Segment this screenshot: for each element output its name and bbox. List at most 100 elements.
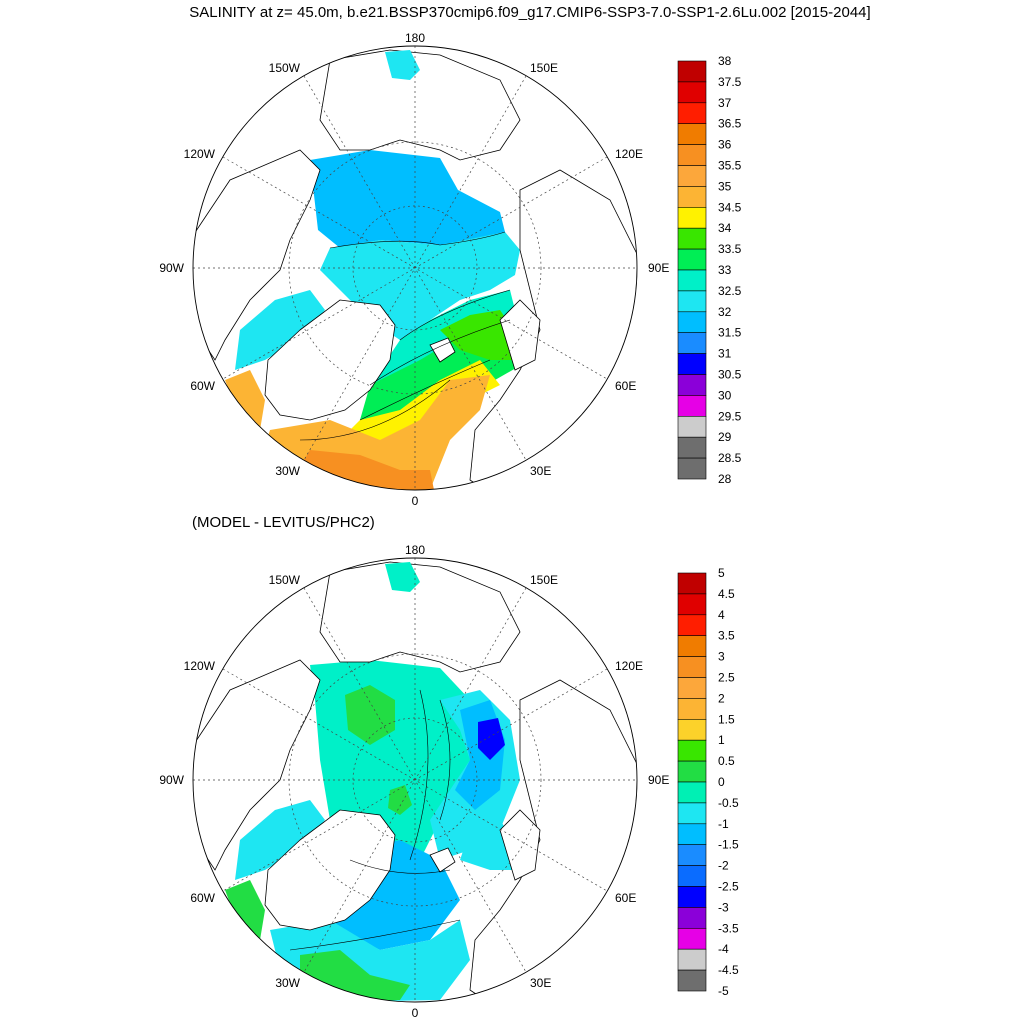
- colorbar-bottom-label-15: -2.5: [718, 880, 739, 894]
- bot-field-baffin: [235, 800, 325, 880]
- bot-lbl-60w: 60W: [190, 891, 215, 905]
- colorbar-top-swatch-3: [677, 123, 707, 145]
- colorbar-top-swatch-16: [677, 395, 707, 417]
- colorbar-bottom-swatch-12: [677, 823, 707, 845]
- bot-lbl-90e: 90E: [648, 773, 669, 787]
- colorbar-bottom-label-0: 5: [718, 566, 725, 580]
- colorbar-top-label-7: 34.5: [718, 200, 742, 214]
- colorbar-top-swatch-1: [677, 81, 707, 104]
- top-field-kara-33: [440, 310, 520, 360]
- colorbar-top-swatch-6: [677, 186, 707, 208]
- top-greenland: [264, 299, 396, 421]
- colorbar-bottom-swatch-4: [677, 656, 707, 678]
- bot-contour-4: [289, 919, 461, 951]
- colorbar-top-label-17: 29.5: [718, 409, 742, 423]
- colorbar-top-label-19: 28.5: [718, 451, 742, 465]
- bottom-panel-title: (MODEL - LEVITUS/PHC2): [192, 514, 375, 531]
- top-field-labrador: [225, 370, 265, 430]
- colorbar-top-label-10: 33: [718, 263, 732, 277]
- colorbar-bottom-label-6: 2: [718, 691, 725, 705]
- colorbar-top-label-16: 30: [718, 388, 732, 402]
- colorbar-bottom-swatch-15: [677, 886, 707, 908]
- bot-contour-3: [349, 859, 451, 874]
- colorbar-top-label-4: 36: [718, 138, 732, 152]
- colorbar-top-label-11: 32.5: [718, 284, 742, 298]
- colorbar-top-label-2: 37: [718, 96, 732, 110]
- top-lbl-120w: 120W: [184, 147, 216, 161]
- top-contour-2: [399, 289, 511, 341]
- colorbar-bottom-label-17: -3.5: [718, 921, 739, 935]
- bot-siberia-north: [319, 561, 521, 673]
- colorbar-top-swatch-15: [677, 374, 707, 396]
- colorbar-bottom-swatch-0: [677, 572, 707, 595]
- colorbar-top-swatch-19: [677, 457, 707, 480]
- colorbar-bottom-label-11: -0.5: [718, 796, 739, 810]
- top-lbl-60e: 60E: [615, 379, 636, 393]
- colorbar-top-label-20: 28: [718, 472, 732, 486]
- bot-lbl-120e: 120E: [615, 659, 643, 673]
- top-contour-1: [329, 231, 506, 249]
- bot-lbl-150w: 150W: [269, 573, 301, 587]
- bot-field-darkblue: [478, 718, 505, 760]
- colorbar-bottom-swatch-10: [677, 781, 707, 804]
- colorbar-bottom-swatch-5: [677, 677, 707, 699]
- colorbar-bottom-label-12: -1: [718, 817, 729, 831]
- top-novaya-zemlya: [499, 299, 541, 371]
- colorbar-top-swatch-17: [677, 415, 707, 438]
- colorbar-top-swatch-18: [677, 436, 707, 459]
- top-svalbard: [429, 337, 456, 363]
- top-lbl-30e: 30E: [530, 464, 551, 478]
- bot-lbl-120w: 120W: [184, 659, 216, 673]
- bot-lbl-150e: 150E: [530, 573, 558, 587]
- top-bering-strip: [385, 50, 420, 80]
- colorbar-bottom-label-16: -3: [718, 900, 729, 914]
- colorbar-top-label-14: 31: [718, 347, 732, 361]
- colorbar-bottom-label-5: 2.5: [718, 671, 735, 685]
- colorbar-bottom: 5 4.5 4 3.5 3 2.5 2 1.5 1 0.5 0 -0.5 -1 -1.5 -2 -2.5 -3 -…: [677, 566, 739, 998]
- colorbar-bottom-swatch-7: [677, 718, 707, 741]
- top-contour-5: [299, 379, 451, 441]
- colorbar-bottom-swatch-16: [677, 907, 707, 929]
- colorbar-top-swatch-14: [677, 353, 707, 375]
- bottom-map: 180 0 90W 90E 150W 150E 120W 120E 60W 60…: [159, 543, 669, 1020]
- colorbar-bottom-swatch-3: [677, 635, 707, 657]
- colorbar-top-swatch-11: [677, 290, 707, 313]
- top-lbl-90e: 90E: [648, 261, 669, 275]
- bot-lbl-90w: 90W: [159, 773, 184, 787]
- colorbar-bottom-label-14: -2: [718, 859, 729, 873]
- top-field-baffin: [235, 290, 325, 370]
- top-lbl-0: 0: [412, 494, 419, 508]
- main-title: SALINITY at z= 45.0m, b.e21.BSSP370cmip6…: [189, 4, 871, 21]
- colorbar-bottom-label-7: 1.5: [718, 712, 735, 726]
- colorbar-top-label-13: 31.5: [718, 326, 742, 340]
- bot-svalbard: [429, 847, 456, 873]
- colorbar-bottom-label-4: 3: [718, 650, 725, 664]
- colorbar-bottom-swatch-6: [677, 698, 707, 720]
- colorbar-top-swatch-0: [677, 60, 707, 83]
- top-siberia-north: [319, 49, 521, 161]
- colorbar-bottom-swatch-8: [677, 739, 707, 762]
- top-map: 180 0 90W 90E 150W 150E 120W 120E 60W 60…: [159, 31, 669, 508]
- colorbar-top-label-1: 37.5: [718, 75, 742, 89]
- top-lbl-30w: 30W: [275, 464, 300, 478]
- top-lbl-150w: 150W: [269, 61, 301, 75]
- colorbar-bottom-swatch-9: [677, 760, 707, 783]
- colorbar-bottom-label-18: -4: [718, 942, 729, 956]
- colorbar-bottom-label-13: -1.5: [718, 838, 739, 852]
- bot-lbl-30e: 30E: [530, 976, 551, 990]
- top-field-pacific-fresh: [310, 150, 505, 248]
- bot-field-labrador-green: [225, 880, 265, 940]
- colorbar-top-swatch-2: [677, 102, 707, 125]
- top-lbl-120e: 120E: [615, 147, 643, 161]
- bot-lbl-0: 0: [412, 1006, 419, 1020]
- top-lbl-90w: 90W: [159, 261, 184, 275]
- bot-bering-strip: [385, 562, 420, 592]
- top-contour-4: [359, 359, 491, 421]
- colorbar-top-swatch-13: [677, 332, 707, 354]
- colorbar-bottom-swatch-1: [677, 593, 707, 616]
- top-lbl-60w: 60W: [190, 379, 215, 393]
- colorbar-bottom-label-2: 4: [718, 608, 725, 622]
- colorbar-bottom-label-8: 1: [718, 733, 725, 747]
- colorbar-bottom-swatch-19: [677, 969, 707, 992]
